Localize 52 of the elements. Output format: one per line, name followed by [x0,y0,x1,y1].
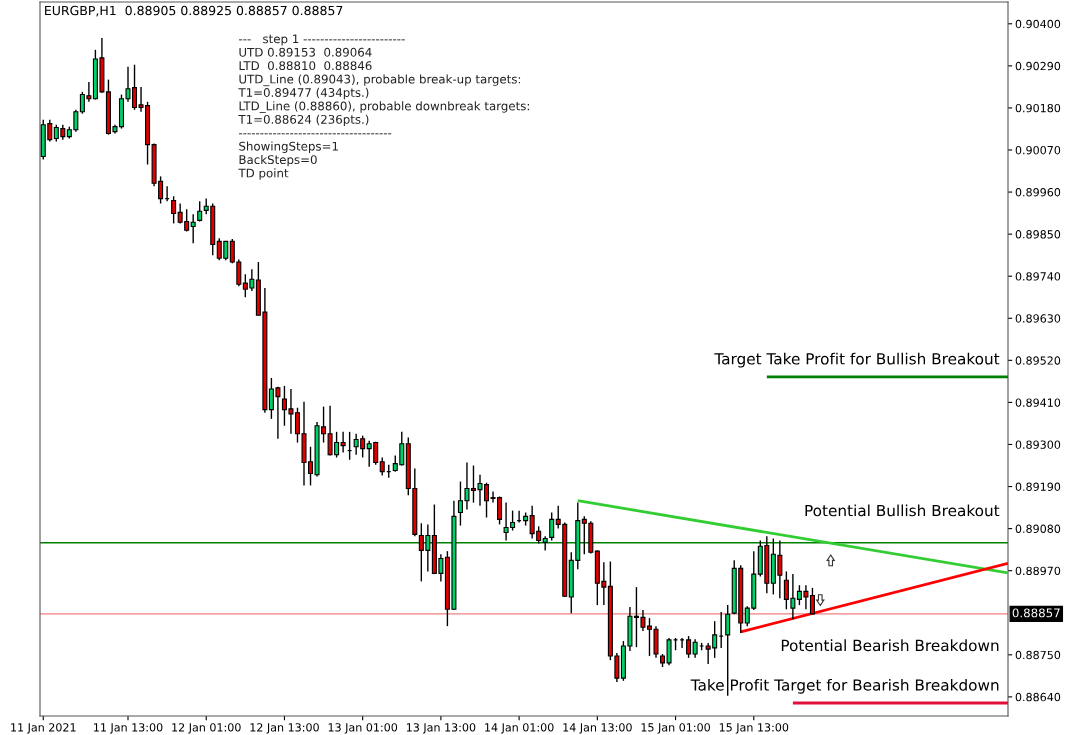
x-tick-label: 13 Jan 01:00 [328,723,398,734]
annotation: T1=0.89477 (434pts.) [238,87,369,100]
x-tick-label: 11 Jan 2021 [11,723,76,734]
series-label: Take Profit Target for Bearish Breakdown [690,678,999,694]
candlestick [725,604,731,697]
candlestick [542,535,548,552]
annotation: BackSteps=0 [239,154,317,167]
y-tick-label: 0.89080 [1015,524,1061,533]
x-tick-label: 12 Jan 13:00 [250,723,319,734]
y-tick-label: 0.89410 [1015,398,1061,407]
y-tick-label: 0.90290 [1015,61,1061,71]
annotation: ShowingSteps=1 [239,141,338,153]
chart-title: EURGBP,H1 0.88905 0.88925 0.88857 0.88857 [45,5,343,17]
annotation: --- step 1 ------------------------ [239,34,405,46]
candlestick [692,638,698,659]
y-tick-label: 0.89300 [1015,440,1061,449]
candlestick [197,200,203,223]
candlestick [340,431,346,454]
y-tick-label: 0.88970 [1015,566,1061,576]
y-tick-label: 0.90400 [1015,19,1061,29]
y-tick-label: 0.89960 [1015,188,1061,197]
series-label: Potential Bearish Breakdown [781,639,999,652]
y-tick-label: 0.89630 [1015,314,1061,323]
x-tick-label: 14 Jan 01:00 [485,723,554,734]
annotation: LTD_Line (0.88860), probable downbreak targets: [239,101,529,113]
candlestick [549,511,555,542]
y-tick-label: 0.89520 [1015,356,1061,365]
annotation: TD point [238,168,289,180]
annotation: UTD 0.89153 0.89064 [239,47,372,57]
x-tick-label: 13 Jan 13:00 [406,723,476,734]
ref-line-label: 0.88857 [1012,608,1060,618]
annotation: ------------------------------------ [239,133,392,135]
y-tick-label: 0.89190 [1015,482,1061,491]
x-tick-label: 11 Jan 13:00 [94,723,163,734]
y-tick-label: 0.88750 [1015,650,1061,660]
candlestick [686,635,692,659]
x-tick-label: 15 Jan 13:00 [719,723,789,734]
y-tick-label: 0.90070 [1015,145,1061,155]
y-tick-label: 0.89740 [1015,272,1061,281]
x-tick-label: 15 Jan 01:00 [641,723,710,734]
y-tick-label: 0.90180 [1015,103,1061,113]
annotation: T1=0.88624 (236pts.) [238,114,369,127]
series-label: Target Take Profit for Bullish Breakout [714,352,1000,368]
candlestick [190,213,196,245]
y-tick-label: 0.88640 [1015,692,1061,702]
candlestick [171,195,177,225]
y-tick-label: 0.89850 [1015,230,1061,239]
annotation: UTD_Line (0.89043), probable break-up targets: [239,74,521,87]
series-label: Potential Bullish Breakout [805,504,1000,517]
x-tick-label: 14 Jan 13:00 [563,723,632,734]
annotation: LTD 0.88810 0.88846 [239,61,372,71]
x-tick-label: 12 Jan 01:00 [172,723,241,734]
